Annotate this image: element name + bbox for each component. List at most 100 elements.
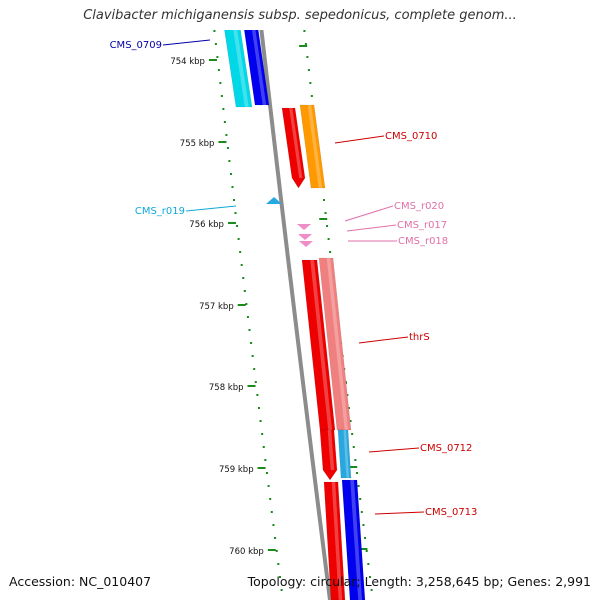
- scale-dot-left: [257, 407, 260, 409]
- scale-dot-right: [352, 446, 355, 448]
- leader-line-cms_r017: [346, 224, 397, 232]
- feature-cms0709-cyan-shade: [233, 30, 249, 107]
- scale-dot-left: [272, 524, 275, 526]
- scale-dot-right: [354, 459, 357, 461]
- leader-line-cms_0712: [368, 447, 420, 453]
- scale-dot-right: [309, 82, 312, 84]
- feature-cms-r018-triangle: [299, 241, 313, 247]
- leader-line-cms_r019: [185, 205, 237, 212]
- scale-dot-left: [251, 355, 254, 357]
- scale-dot-left: [223, 121, 226, 123]
- scale-dot-left: [229, 173, 232, 175]
- feature-cms0710-orange-shade: [307, 105, 323, 188]
- scale-dot-right: [349, 420, 352, 422]
- scale-dot-right: [351, 433, 354, 435]
- scale-dot-left: [232, 199, 235, 201]
- scale-label: 760 kbp: [229, 547, 264, 557]
- scale-dot-right: [326, 225, 329, 227]
- scale-dot-left: [267, 485, 270, 487]
- scale-label: 759 kbp: [219, 465, 254, 475]
- scale-dot-left: [222, 108, 225, 110]
- feature-label-cms_r017: CMS_r017: [397, 220, 447, 231]
- scale-dot-right: [357, 485, 360, 487]
- feature-label-thrs: thrS: [409, 332, 430, 343]
- scale-major-tick-left: [218, 141, 227, 143]
- scale-label: 754 kbp: [170, 57, 205, 67]
- scale-dot-right: [370, 589, 373, 591]
- feature-cms-r020-triangle: [297, 224, 311, 230]
- scale-dot-left: [246, 316, 249, 318]
- scale-dot-right: [368, 576, 371, 578]
- accession-text: Accession: NC_010407: [9, 574, 152, 589]
- feature-cms-r019-triangle: [266, 197, 282, 204]
- scale-major-tick-left: [257, 467, 266, 469]
- scale-label: 757 kbp: [199, 302, 234, 312]
- feature-cms0709-blue-shade: [251, 30, 267, 105]
- scale-dot-left: [226, 147, 229, 149]
- scale-dot-right: [360, 511, 363, 513]
- feature-cms0710-red-shade: [289, 108, 303, 178]
- feature-cms0713-blue: [341, 479, 366, 600]
- scale-dot-left: [265, 472, 268, 474]
- scale-dot-left: [237, 238, 240, 240]
- scale-dot-left: [240, 264, 243, 266]
- scale-major-tick-left: [247, 385, 256, 387]
- scale-dot-left: [270, 511, 273, 513]
- feature-thrs-red-shade: [310, 260, 332, 430]
- scale-dot-left: [259, 420, 262, 422]
- scale-dot-right: [365, 550, 368, 552]
- leader-line-thrs: [358, 336, 409, 344]
- feature-thrs-salmon-shade: [326, 258, 349, 430]
- scale-dot-left: [231, 186, 234, 188]
- scale-dot-right: [347, 407, 350, 409]
- scale-dot-right: [359, 498, 362, 500]
- leader-line-cms_r020: [344, 205, 394, 222]
- scale-dot-left: [228, 160, 231, 162]
- scale-dot-left: [214, 43, 217, 45]
- feature-cms0710-orange: [299, 104, 326, 189]
- scale-dot-left: [220, 95, 223, 97]
- scale-dot-left: [236, 225, 239, 227]
- scale-label: 755 kbp: [180, 139, 215, 149]
- scale-dot-left: [225, 134, 228, 136]
- scale-dot-left: [274, 537, 277, 539]
- scale-dot-right: [364, 537, 367, 539]
- scale-dot-right: [346, 394, 349, 396]
- scale-dot-left: [239, 251, 242, 253]
- scale-dot-left: [278, 576, 281, 578]
- genome-title: Clavibacter michiganensis subsp. sepedon…: [83, 8, 517, 23]
- scale-dot-left: [242, 277, 245, 279]
- scale-major-tick-left: [237, 304, 246, 306]
- scale-dot-left: [277, 563, 280, 565]
- feature-label-cms_r020: CMS_r020: [394, 201, 444, 212]
- feature-label-cms_0709: CMS_0709: [110, 40, 162, 51]
- scale-dot-left: [213, 30, 216, 32]
- leader-line-cms_0713: [374, 511, 425, 515]
- scale-dot-left: [261, 433, 264, 435]
- scale-major-tick-right: [299, 45, 308, 47]
- scale-label: 758 kbp: [209, 383, 244, 393]
- feature-label-cms_0710: CMS_0710: [385, 131, 437, 142]
- scale-dot-left: [254, 381, 257, 383]
- scale-label: 756 kbp: [189, 220, 224, 230]
- scale-major-tick-left: [267, 549, 276, 551]
- scale-dot-right: [306, 56, 309, 58]
- scale-major-tick-left: [208, 59, 217, 61]
- feature-thrs-salmon: [318, 257, 352, 431]
- scale-dot-left: [275, 550, 278, 552]
- scale-dot-left: [234, 212, 237, 214]
- scale-major-tick-right: [349, 466, 358, 468]
- scale-dot-left: [216, 56, 219, 58]
- scale-dot-right: [303, 30, 306, 32]
- scale-dot-left: [243, 290, 246, 292]
- scale-dot-left: [256, 394, 259, 396]
- feature-label-cms_0712: CMS_0712: [420, 443, 472, 454]
- scale-dot-right: [310, 95, 313, 97]
- feature-cms0710-red: [281, 107, 306, 189]
- backbone-line: [259, 30, 332, 600]
- scale-major-tick-right: [319, 218, 328, 220]
- scale-dot-right: [355, 472, 358, 474]
- feature-thrs-red: [301, 259, 336, 431]
- scale-dot-left: [280, 589, 283, 591]
- feature-cms0713-red-shade: [331, 482, 343, 600]
